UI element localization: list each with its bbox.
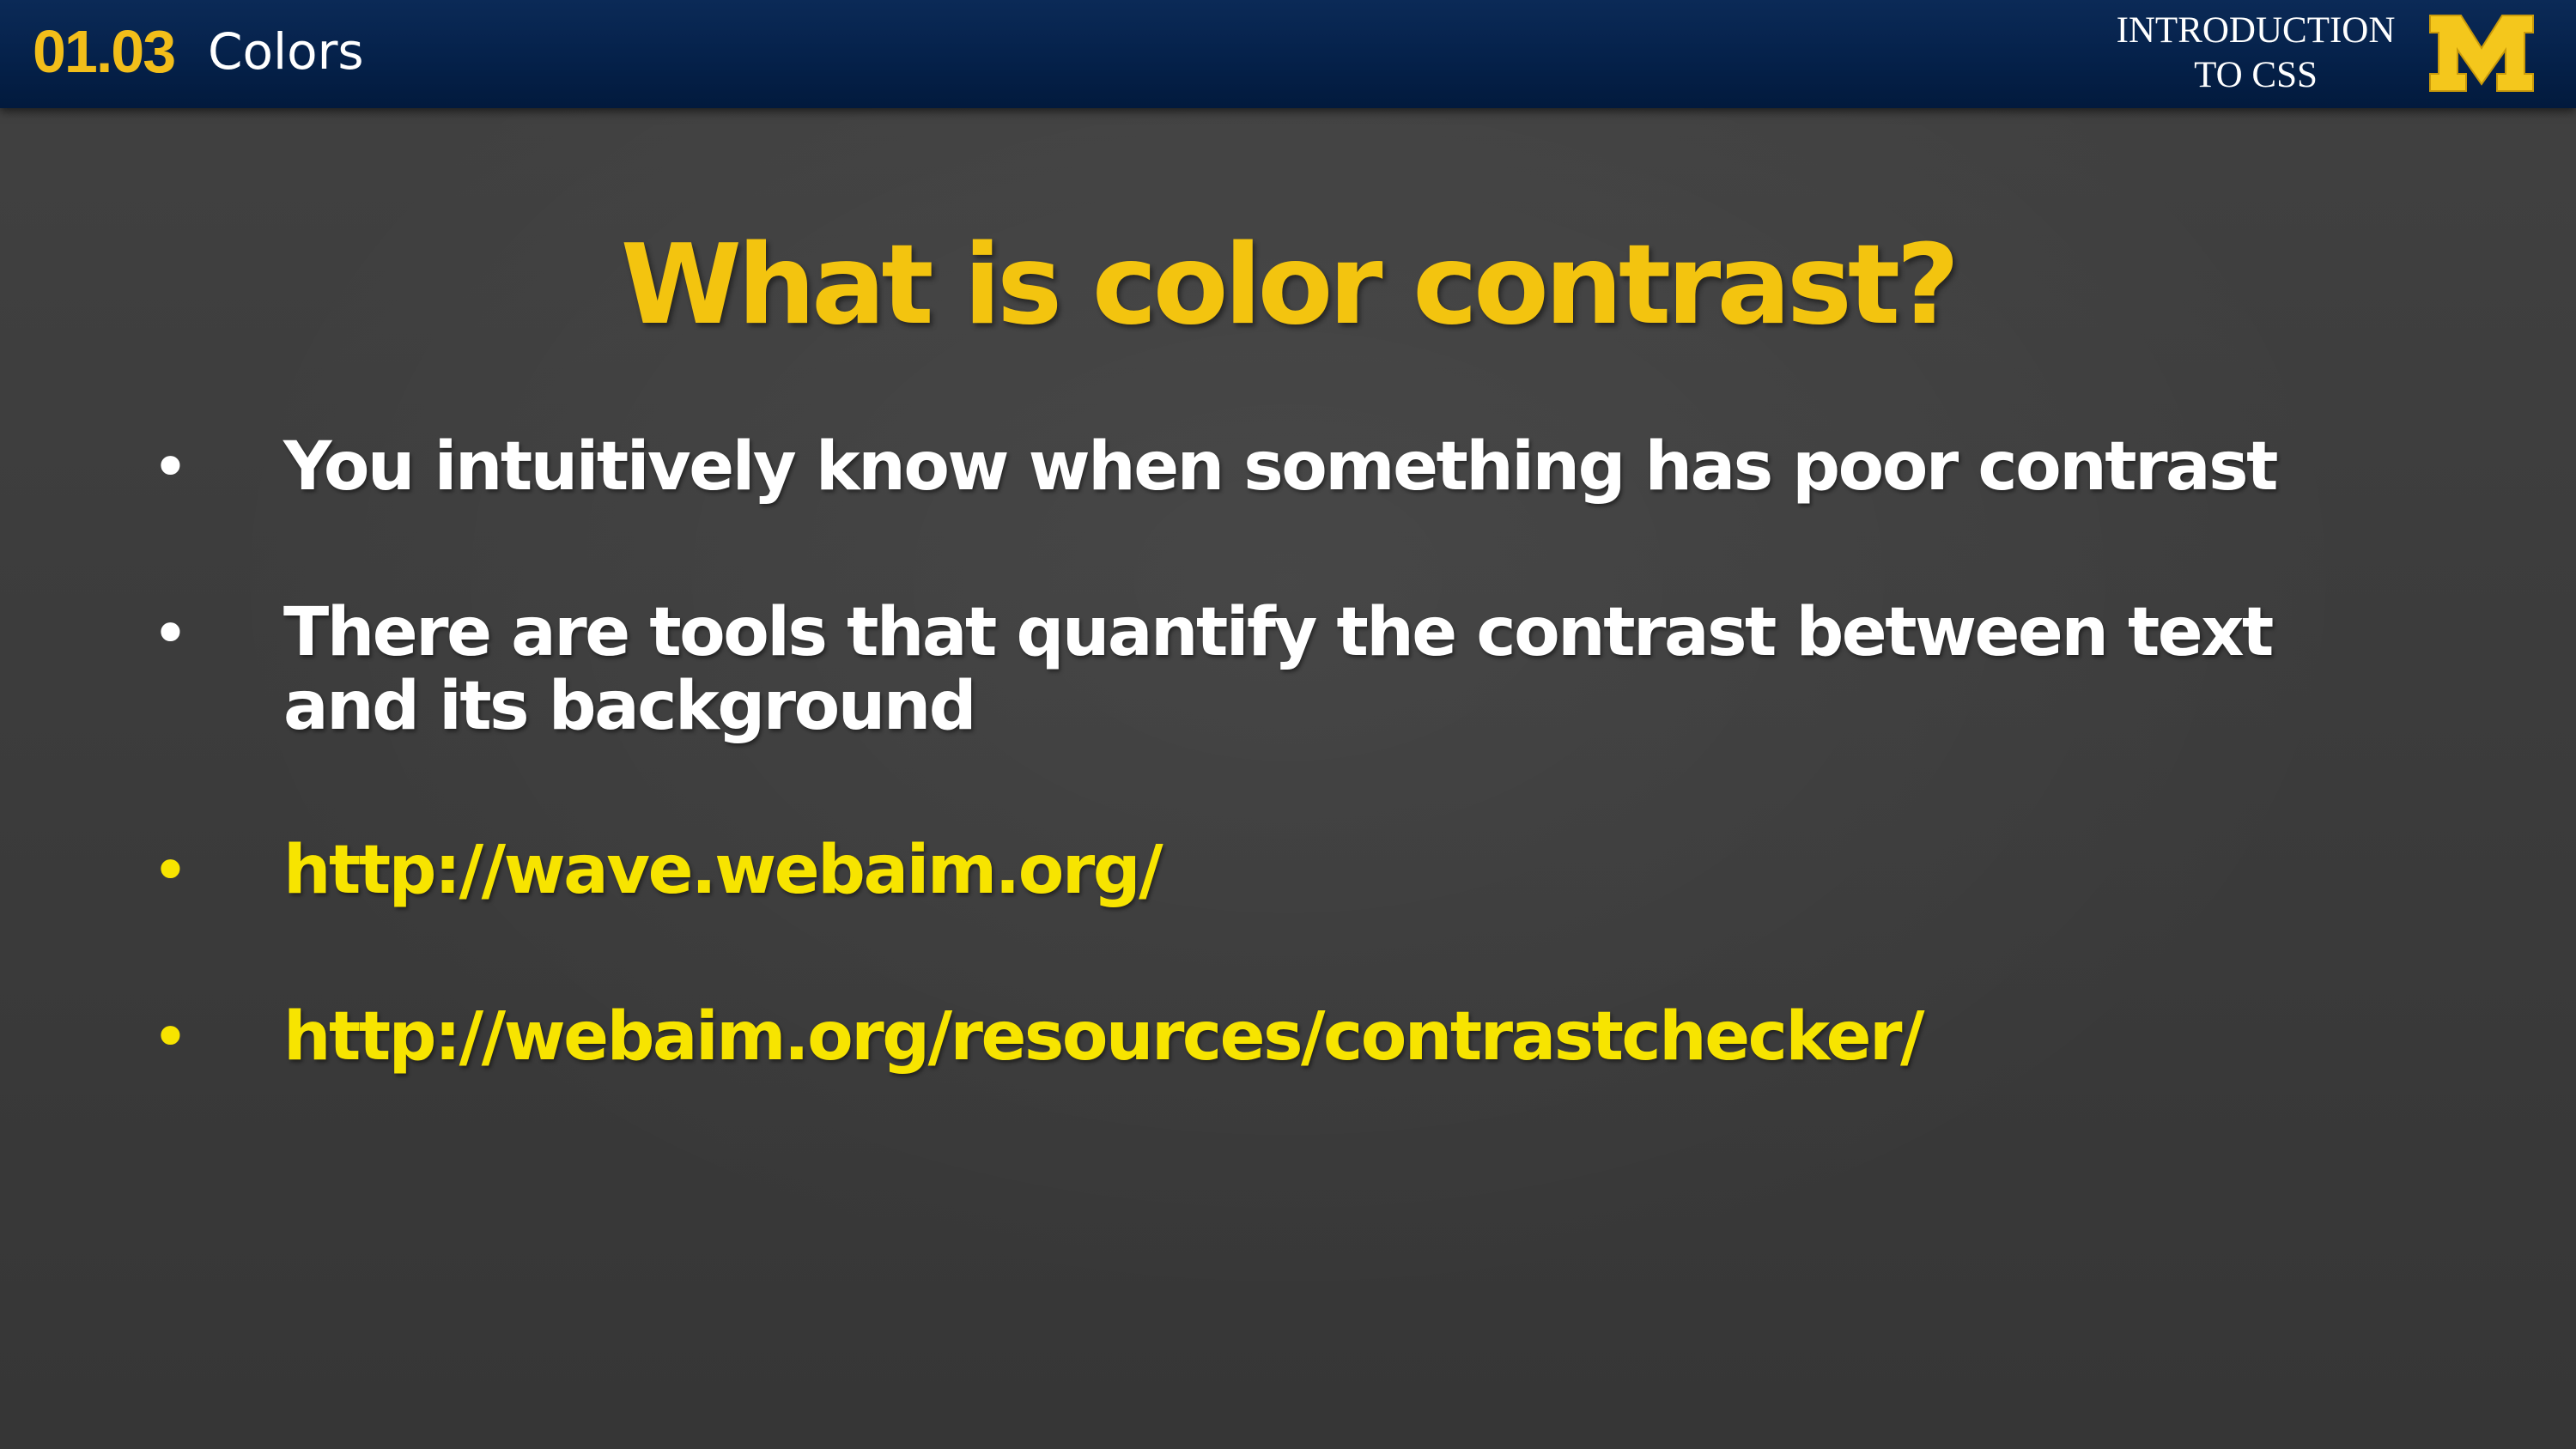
bullet-marker: • — [151, 832, 190, 908]
header-bar: 01.03 Colors INTRODUCTION TO CSS — [0, 0, 2576, 108]
link-contrast-checker[interactable]: http://webaim.org/resources/contrastchec… — [283, 998, 1924, 1076]
block-m-logo-icon — [2429, 15, 2534, 92]
course-title-line-2: TO CSS — [2194, 55, 2318, 95]
bullet-text: There are tools that quantify the contra… — [283, 594, 2274, 745]
course-title: INTRODUCTION TO CSS — [2095, 9, 2416, 98]
bullet-marker: • — [151, 998, 190, 1075]
lesson-title: Colors — [208, 22, 364, 81]
link-wave-webaim[interactable]: http://wave.webaim.org/ — [283, 832, 1163, 909]
slide-heading: What is color contrast? — [620, 221, 1960, 349]
bullet-marker: • — [151, 428, 190, 505]
bullet-marker: • — [151, 595, 190, 671]
course-title-line-1: INTRODUCTION — [2116, 10, 2396, 51]
bullet-text: You intuitively know when something has … — [283, 428, 2278, 506]
lesson-number: 01.03 — [33, 18, 176, 85]
